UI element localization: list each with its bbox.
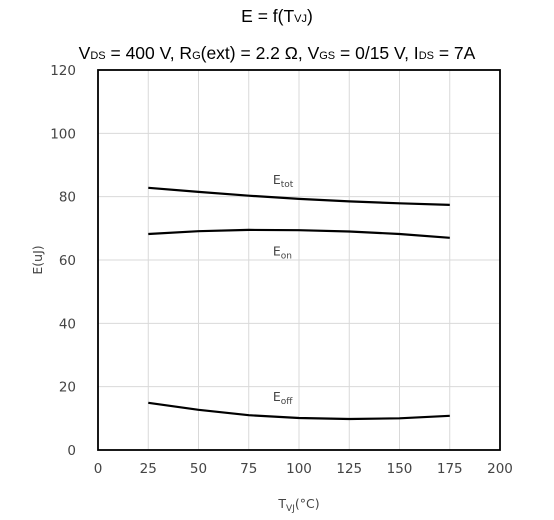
- subtitle-sub: DS: [418, 50, 434, 62]
- subtitle-part: = 0/15 V, I: [335, 43, 419, 63]
- x-tick-label: 125: [336, 461, 362, 477]
- y-tick-label: 0: [67, 443, 76, 459]
- subtitle-part: = 400 V, R: [105, 43, 193, 63]
- subtitle-part: (ext) = 2.2 Ω, V: [200, 43, 320, 63]
- y-tick-label: 20: [59, 380, 76, 396]
- series-label-e-on: Eon: [273, 243, 292, 261]
- series-line-e-off: [148, 401, 450, 421]
- y-tick-label: 120: [50, 63, 76, 79]
- series-line-e-tot: [148, 186, 450, 206]
- series-label-e-tot: Etot: [273, 172, 294, 190]
- series-line-e-on: [148, 228, 450, 239]
- subtitle-part: = 7A: [433, 43, 476, 63]
- x-tick-label: 50: [190, 461, 207, 477]
- x-tick-label: 75: [240, 461, 257, 477]
- y-tick-label: 60: [59, 253, 76, 269]
- series-label-e-off: Eoff: [273, 389, 293, 407]
- y-tick-label: 40: [59, 316, 76, 332]
- subtitle-sub: GS: [319, 50, 336, 62]
- x-tick-label: 150: [387, 461, 413, 477]
- title-subscript: VJ: [294, 13, 307, 25]
- x-tick-label: 0: [94, 461, 103, 477]
- y-tick-label: 80: [59, 190, 76, 206]
- x-axis-label: TVJ(°C): [277, 496, 319, 514]
- chart-subtitle: VDS = 400 V, RG(ext) = 2.2 Ω, VGS = 0/15…: [0, 43, 554, 66]
- x-tick-label: 175: [437, 461, 463, 477]
- plot-frame: [97, 69, 501, 451]
- x-tick-label: 25: [140, 461, 157, 477]
- x-tick-label: 200: [487, 461, 513, 477]
- title-text-end: ): [307, 6, 313, 26]
- y-tick-label: 100: [50, 126, 76, 142]
- x-tick-label: 100: [286, 461, 312, 477]
- title-text: E = f(T: [241, 6, 295, 26]
- subtitle-sub: DS: [90, 50, 106, 62]
- subtitle-part: V: [78, 43, 91, 63]
- y-axis-label: E(uJ): [30, 245, 45, 274]
- subtitle-sub: G: [192, 50, 201, 62]
- chart-title: E = f(TVJ): [0, 6, 554, 29]
